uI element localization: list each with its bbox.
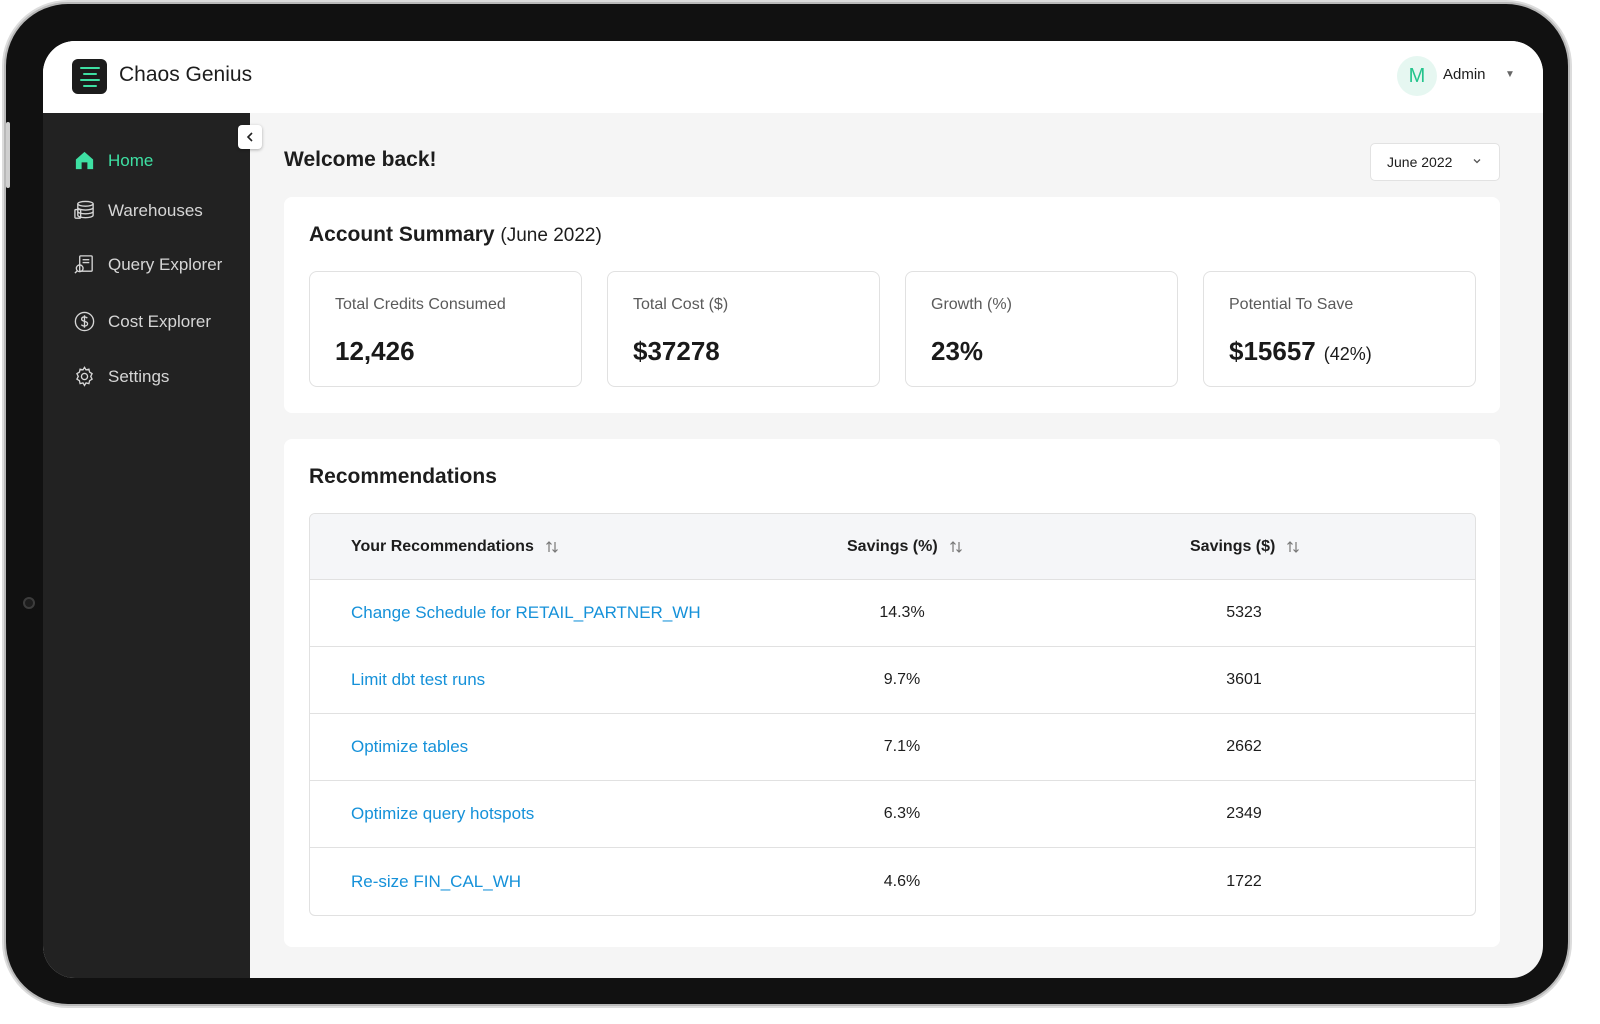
recommendations-title: Recommendations — [309, 465, 497, 488]
avatar[interactable]: M — [1397, 56, 1437, 96]
stat-card-credits: Total Credits Consumed 12,426 — [309, 271, 582, 387]
savings-usd-cell: 2349 — [1226, 805, 1262, 822]
month-select-value: June 2022 — [1387, 154, 1453, 170]
savings-usd-cell: 2662 — [1226, 738, 1262, 755]
table-row: Optimize tables 7.1% 2662 — [310, 714, 1475, 781]
stat-label: Total Cost ($) — [633, 296, 729, 313]
sidebar-item-label: Query Explorer — [108, 254, 223, 274]
top-bar: Chaos Genius M Admin ▼ — [43, 41, 1543, 113]
sidebar-item-label: Warehouses — [108, 200, 203, 220]
collapse-sidebar-button[interactable] — [238, 125, 262, 149]
sort-icon[interactable] — [544, 539, 560, 555]
recommendation-link[interactable]: Change Schedule for RETAIL_PARTNER_WH — [351, 603, 701, 622]
month-select[interactable]: June 2022 — [1370, 143, 1500, 181]
savings-pct-cell: 7.1% — [883, 738, 921, 755]
stat-value: 12,426 — [335, 336, 415, 366]
account-summary-heading: Account Summary — [309, 223, 495, 246]
sidebar-item-query-explorer[interactable]: Query Explorer — [73, 253, 222, 276]
account-summary-period: (June 2022) — [500, 225, 602, 246]
sort-icon[interactable] — [1285, 539, 1301, 555]
column-header-savings-pct[interactable]: Savings (%) — [847, 514, 964, 579]
table-row: Re-size FIN_CAL_WH 4.6% 1722 — [310, 848, 1475, 915]
user-menu-label[interactable]: Admin — [1443, 66, 1486, 83]
account-summary-card: Account Summary (June 2022) Total Credit… — [284, 197, 1500, 413]
table-header: Your Recommendations Savings (%) Savings… — [310, 514, 1475, 580]
savings-pct-cell: 4.6% — [883, 872, 921, 890]
recommendations-table: Your Recommendations Savings (%) Savings… — [309, 513, 1476, 916]
column-header-recommendation[interactable]: Your Recommendations — [351, 514, 560, 579]
app-title: Chaos Genius — [119, 63, 253, 86]
column-header-label: Savings ($) — [1190, 537, 1276, 555]
savings-usd-cell: 5323 — [1226, 604, 1262, 621]
warehouse-icon — [74, 200, 94, 219]
app-screen: Chaos Genius M Admin ▼ Home Warehouses Q… — [43, 41, 1543, 978]
chevron-left-icon — [246, 132, 253, 142]
power-hardware-button — [6, 122, 10, 188]
table-row: Limit dbt test runs 9.7% 3601 — [310, 647, 1475, 714]
page-title: Welcome back! — [284, 148, 437, 171]
savings-usd-cell: 3601 — [1226, 671, 1262, 688]
camera — [23, 597, 35, 609]
savings-pct-cell: 14.3% — [879, 604, 925, 621]
recommendation-link[interactable]: Optimize query hotspots — [351, 804, 535, 823]
caret-down-icon[interactable]: ▼ — [1505, 69, 1515, 80]
column-header-label: Your Recommendations — [351, 537, 534, 555]
stat-value-group: $15657 (42%) — [1229, 336, 1372, 367]
volume-down-hardware-button — [204, 0, 268, 3]
stat-card-potential-save: Potential To Save $15657 (42%) — [1203, 271, 1476, 387]
recommendation-link[interactable]: Limit dbt test runs — [351, 670, 486, 689]
tablet-frame: Chaos Genius M Admin ▼ Home Warehouses Q… — [6, 4, 1568, 1004]
savings-pct-cell: 9.7% — [883, 671, 921, 688]
stat-card-total-cost: Total Cost ($) $37278 — [607, 271, 880, 387]
stat-percent: (42%) — [1323, 344, 1372, 364]
recommendations-card: Recommendations Your Recommendations Sav… — [284, 439, 1500, 947]
dollar-icon — [74, 311, 95, 332]
sort-icon[interactable] — [948, 539, 964, 555]
query-icon — [74, 255, 93, 274]
stat-value: $15657 — [1229, 336, 1316, 366]
column-header-label: Savings (%) — [847, 537, 938, 555]
sidebar-item-warehouses[interactable]: Warehouses — [73, 199, 203, 222]
sidebar-item-label: Settings — [108, 366, 170, 386]
savings-pct-cell: 6.3% — [883, 805, 921, 822]
stat-value: 23% — [931, 336, 984, 366]
account-summary-title: Account Summary (June 2022) — [309, 223, 602, 247]
chevron-down-icon — [1473, 159, 1481, 164]
savings-usd-cell: 1722 — [1226, 872, 1262, 890]
stat-card-growth: Growth (%) 23% — [905, 271, 1178, 387]
stat-label: Potential To Save — [1229, 296, 1354, 313]
app-logo-icon[interactable] — [72, 59, 107, 94]
gear-icon — [76, 366, 93, 387]
sidebar-item-home[interactable]: Home — [73, 149, 153, 172]
sidebar-item-label: Home — [108, 150, 154, 170]
stat-label: Total Credits Consumed — [335, 296, 506, 313]
table-row: Optimize query hotspots 6.3% 2349 — [310, 781, 1475, 848]
table-row: Change Schedule for RETAIL_PARTNER_WH 14… — [310, 580, 1475, 647]
recommendation-link[interactable]: Re-size FIN_CAL_WH — [351, 871, 522, 891]
column-header-savings-usd[interactable]: Savings ($) — [1190, 514, 1301, 579]
home-icon — [75, 151, 94, 170]
sidebar-item-cost-explorer[interactable]: Cost Explorer — [73, 310, 211, 333]
stat-label: Growth (%) — [931, 296, 1012, 313]
sidebar-item-label: Cost Explorer — [108, 311, 211, 331]
sidebar-item-settings[interactable]: Settings — [73, 365, 169, 388]
sidebar: Home Warehouses Query Explorer Cost Expl… — [43, 113, 250, 978]
recommendation-link[interactable]: Optimize tables — [351, 737, 469, 756]
stat-value: $37278 — [633, 336, 720, 366]
main-content: Welcome back! June 2022 Account Summary … — [250, 113, 1543, 978]
volume-up-hardware-button — [120, 0, 184, 3]
